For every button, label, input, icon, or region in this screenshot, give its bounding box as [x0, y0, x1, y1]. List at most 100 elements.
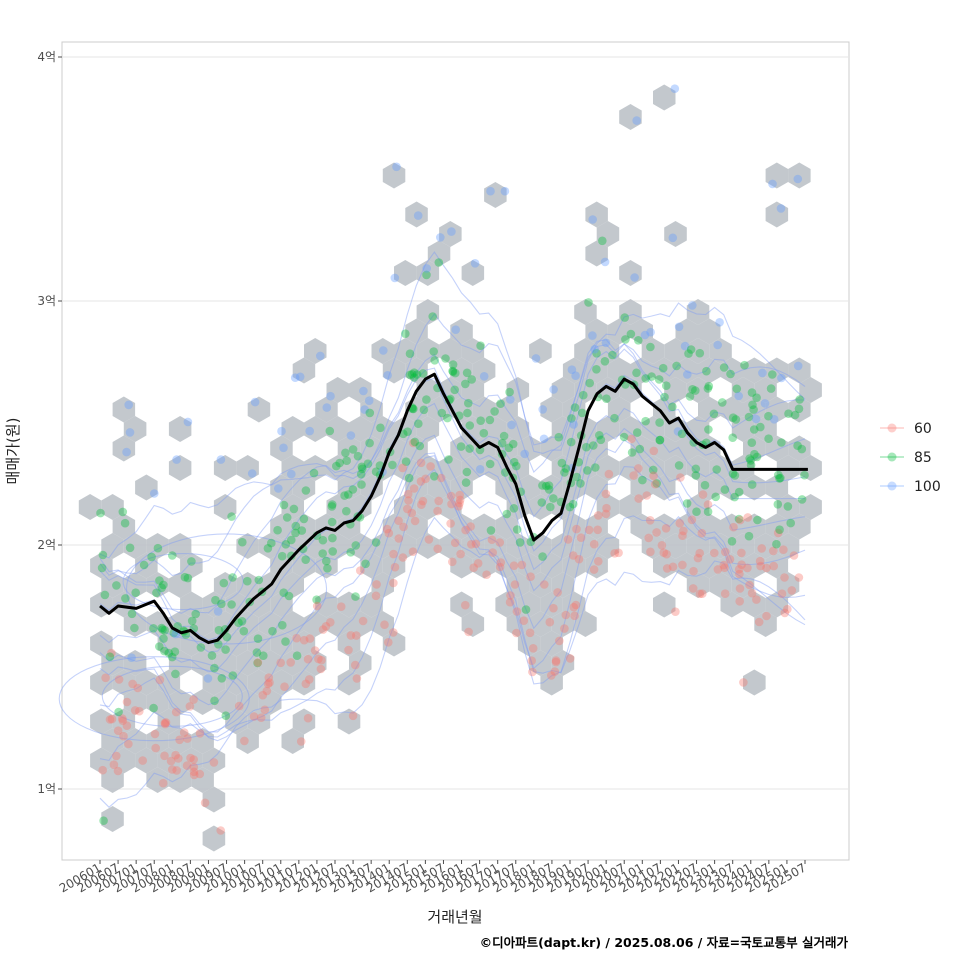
scatter-point: [371, 591, 381, 601]
hexbin-cell-5: [337, 435, 361, 462]
scatter-point: [358, 616, 368, 626]
scatter-point: [168, 551, 177, 560]
hexbin-cell-275: [146, 689, 169, 715]
scatter-point: [475, 465, 485, 474]
scatter-point: [777, 438, 786, 447]
scatter-point: [652, 528, 661, 537]
scatter-point: [297, 526, 307, 535]
hexbin-cell-179: [112, 669, 136, 696]
scatter-point: [214, 625, 224, 635]
scatter-point: [594, 557, 603, 566]
scatter-point: [553, 588, 562, 597]
hexbin-cell-345: [101, 767, 124, 793]
hexbin-cell-220: [686, 299, 710, 325]
scatter-point: [728, 469, 738, 479]
scatter-point: [340, 491, 349, 500]
scatter-point: [646, 342, 655, 352]
scatter-point: [160, 719, 170, 729]
scatter-point: [467, 540, 476, 549]
scatter-point: [704, 381, 714, 391]
scatter-point: [698, 589, 707, 598]
scatter-point: [727, 537, 737, 546]
hexbin-cell-104: [382, 552, 406, 579]
scatter-point: [485, 459, 495, 469]
scatter-point: [712, 465, 721, 474]
scatter-point: [256, 713, 266, 722]
scatter-point: [149, 703, 158, 713]
legend-key-point-85: [887, 452, 897, 462]
hexbin-cell-89: [382, 513, 406, 540]
scatter-point: [555, 636, 564, 646]
scatter-point: [654, 375, 664, 384]
hexbin-cell-196: [123, 689, 147, 715]
hexbin-cell-125: [517, 591, 541, 618]
scatter-point: [600, 357, 610, 366]
hexbin-cell-30: [574, 455, 597, 481]
scatter-point: [680, 341, 690, 351]
hexbin-cell-214: [236, 455, 259, 481]
scatter-point: [758, 368, 767, 378]
hexbin-cell-218: [394, 338, 417, 364]
scatter-point: [175, 735, 184, 745]
scatter-point: [545, 617, 555, 627]
scatter-point: [577, 408, 587, 418]
scatter-point: [216, 826, 225, 835]
hexbin-cell-187: [472, 357, 496, 384]
hexbin-cell-105: [405, 357, 428, 384]
scatter-point: [376, 423, 385, 433]
scatter-point: [299, 514, 309, 524]
scatter-point: [346, 431, 356, 440]
scatter-point: [461, 379, 470, 389]
hexbin-cell-199: [731, 533, 755, 559]
scatter-point: [290, 373, 300, 383]
scatter-point: [200, 798, 210, 808]
scatter-point: [410, 437, 420, 447]
scatter-point: [691, 464, 701, 474]
scatter-point: [731, 415, 741, 424]
scatter-point: [630, 273, 639, 282]
scatter-point: [260, 705, 270, 715]
hexbin-cell-286: [641, 338, 665, 364]
scatter-point: [462, 467, 472, 477]
scatter-point: [171, 707, 181, 717]
scatter-point: [762, 563, 771, 573]
hexbin-cell-288: [168, 650, 192, 676]
scatter-point: [214, 640, 223, 649]
scatter-point: [451, 368, 460, 378]
hexbin-cell-17: [529, 650, 552, 676]
scatter-point: [479, 428, 489, 438]
hexbin-cell-130: [765, 357, 789, 384]
scatter-point: [779, 545, 788, 554]
hexbin-cell-336: [788, 435, 811, 462]
scatter-point: [688, 584, 698, 593]
scatter-point: [627, 448, 637, 457]
hexbin-cell-337: [765, 513, 789, 540]
hexbin-cell-174: [630, 357, 653, 384]
hexbin-cell-150: [562, 591, 586, 618]
scatter-point: [422, 270, 431, 280]
scatter-point: [745, 580, 754, 590]
scatter-point: [187, 616, 197, 626]
scatter-point: [790, 410, 800, 420]
scatter-point: [743, 513, 753, 522]
scatter-point: [601, 489, 611, 499]
scatter-point: [424, 535, 434, 544]
scatter-point: [433, 544, 443, 554]
scatter-point: [335, 458, 345, 468]
hexbin-cell-11: [157, 747, 181, 774]
scatter-point: [509, 439, 518, 449]
scatter-point: [279, 500, 289, 510]
hexbin-cell-137: [686, 455, 710, 481]
hexbin-cell-290: [675, 552, 698, 579]
scatter-point: [127, 609, 137, 619]
scatter-point: [417, 500, 426, 510]
scatter-point: [674, 322, 684, 332]
scatter-point: [775, 525, 784, 534]
hexbin-cell-28: [551, 650, 575, 676]
scatter-point: [776, 204, 786, 213]
hexbin-cell-112: [630, 318, 653, 345]
hexbin-cell-207: [461, 533, 485, 559]
y-axis: 1억 2억 3억 4억: [37, 50, 62, 796]
hexbin-cell-368: [495, 474, 518, 501]
scatter-point: [371, 538, 381, 547]
